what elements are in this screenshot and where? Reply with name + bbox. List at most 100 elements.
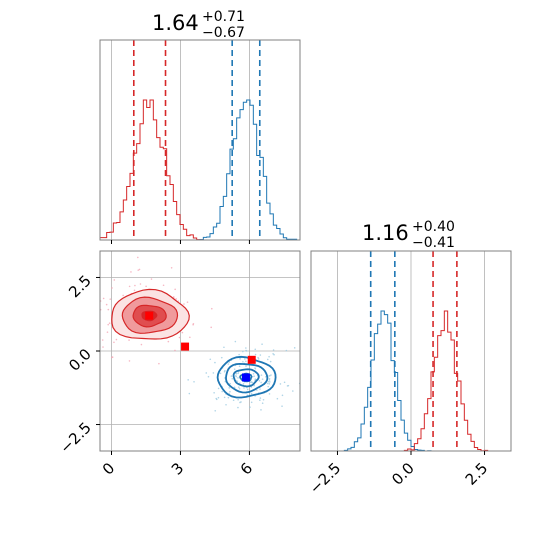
blue-sample-point: [214, 361, 216, 364]
blue-sample-point: [254, 367, 257, 370]
blue-sample-point: [250, 401, 253, 404]
blue-sample-point: [266, 382, 269, 385]
blue-sample-point: [237, 372, 239, 375]
blue-sample-point: [205, 372, 208, 374]
red-sample-point: [140, 343, 143, 346]
y-param-minus: −0.41: [412, 235, 455, 251]
blue-sample-point: [242, 350, 244, 353]
blue-sample-point: [209, 358, 212, 361]
blue-sample-point: [234, 340, 237, 343]
red-sample-point: [113, 341, 115, 344]
red-sample-point: [167, 340, 170, 343]
x-tick-label: 0: [99, 459, 118, 478]
blue-sample-point: [239, 382, 241, 384]
blue-sample-point: [233, 368, 236, 370]
blue-sample-point: [270, 374, 272, 376]
blue-contour-level: [225, 362, 269, 394]
x-tick-label: 3: [168, 459, 187, 478]
blue-sample-point: [238, 386, 240, 388]
red-sample-point: [158, 362, 160, 365]
blue-sample-point: [266, 358, 269, 361]
truth-marker: [247, 355, 256, 364]
y-tick-label: 2.5: [65, 272, 95, 302]
red-sample-point: [111, 287, 113, 289]
x-param-title: 1.64 +0.71 −0.67: [152, 9, 245, 41]
red-sample-point: [128, 360, 131, 362]
red-sample-point: [175, 298, 177, 300]
red-sample-point: [111, 356, 113, 359]
blue-sample-point: [227, 396, 230, 399]
x-tick-label: 2.5: [462, 459, 492, 489]
x-param-plus: +0.71: [202, 9, 245, 25]
blue-sample-point: [260, 381, 262, 384]
blue-sample-point: [188, 392, 191, 395]
red-sample-point: [134, 284, 136, 287]
red-sample-point: [181, 331, 184, 334]
blue-sample-point: [268, 379, 271, 381]
blue-sample-point: [261, 343, 263, 345]
blue-sample-point: [252, 372, 255, 375]
blue-sample-point: [217, 396, 220, 399]
blue-sample-point: [245, 347, 247, 349]
blue-sample-point: [261, 378, 264, 380]
blue-sample-point: [237, 398, 239, 401]
blue-sample-point: [267, 380, 270, 383]
blue-sample-point: [223, 346, 225, 349]
blue-sample-point: [269, 381, 271, 383]
blue-sample-point: [283, 381, 286, 384]
blue-sample-point: [254, 348, 257, 351]
red-histogram-series: [99, 99, 300, 241]
blue-sample-point: [221, 390, 223, 393]
red-sample-point: [106, 331, 109, 333]
blue-sample-point: [232, 399, 235, 402]
blue-sample-point: [213, 392, 215, 394]
blue-sample-point: [276, 397, 279, 400]
blue-sample-point: [253, 384, 255, 387]
blue-sample-point: [281, 394, 284, 397]
blue-sample-point: [231, 377, 234, 380]
red-sample-point: [128, 339, 130, 341]
y-param-plus: +0.40: [412, 219, 455, 235]
blue-sample-point: [223, 396, 226, 399]
red-sample-point: [192, 322, 195, 325]
blue-sample-point: [250, 392, 253, 395]
blue-sample-point: [268, 377, 271, 380]
blue-sample-point: [257, 358, 260, 360]
blue-sample-point: [244, 358, 246, 360]
blue-sample-point: [259, 399, 261, 401]
blue-sample-point: [292, 390, 294, 392]
red-sample-point: [102, 346, 104, 348]
blue-sample-point: [269, 360, 272, 363]
blue-sample-point: [238, 387, 241, 390]
red-sample-point: [172, 296, 175, 298]
red-sample-point: [115, 338, 118, 341]
truth-marker: [145, 311, 154, 320]
truth-marker: [181, 342, 190, 351]
blue-sample-point: [229, 390, 231, 393]
blue-sample-point: [220, 356, 223, 359]
blue-sample-point: [249, 406, 251, 408]
blue-sample-point: [268, 393, 271, 395]
blue-sample-point: [243, 387, 245, 389]
blue-sample-point: [236, 380, 239, 383]
blue-sample-point: [245, 365, 247, 367]
red-sample-point: [108, 322, 111, 324]
blue-sample-point: [268, 383, 271, 385]
blue-sample-point: [215, 398, 218, 401]
y-param-title: 1.16 +0.40 −0.41: [362, 219, 455, 251]
blue-sample-point: [259, 397, 262, 399]
red-sample-point: [105, 303, 108, 306]
red-sample-point: [128, 285, 131, 288]
blue-sample-point: [238, 365, 241, 368]
blue-sample-point: [268, 375, 270, 377]
blue-contour-level: [232, 368, 260, 388]
red-sample-point: [101, 339, 104, 341]
blue-sample-point: [217, 387, 220, 390]
blue-sample-point: [259, 388, 261, 390]
x-tick-label: 6: [237, 459, 256, 478]
red-sample-point: [170, 266, 173, 269]
marginal-histogram-y: −2.5 0.0 2.5: [306, 250, 512, 498]
blue-sample-point: [265, 375, 267, 378]
marginal-histogram-x: [99, 39, 301, 244]
